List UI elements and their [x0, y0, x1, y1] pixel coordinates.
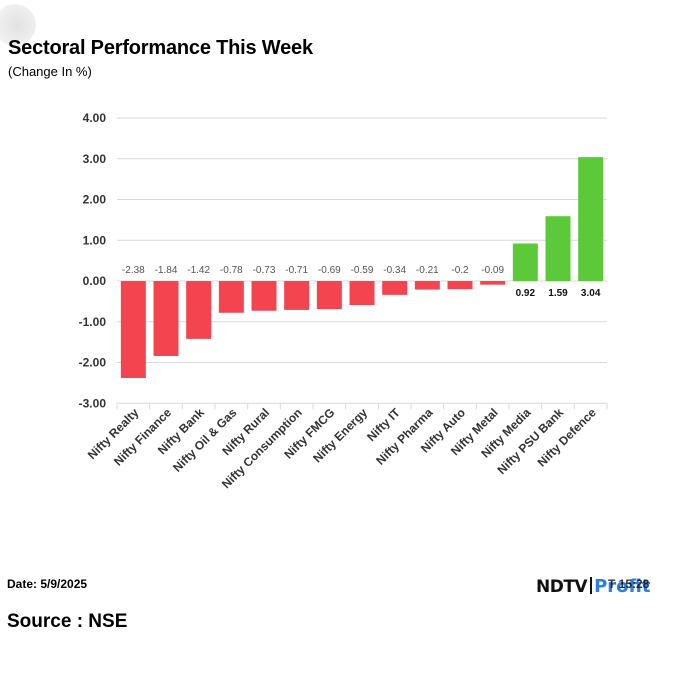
- bar-chart: 4.00 3.00 2.00 1.00 0.00 -1.00 -2.00 -3.00 -2.38…: [79, 111, 608, 491]
- chart-title: Sectoral Performance This Week: [8, 37, 313, 59]
- bar: [578, 157, 604, 281]
- data-label: -0.34: [383, 265, 406, 276]
- bar: [251, 281, 277, 311]
- y-tick-label: 3.00: [83, 152, 107, 166]
- data-label: 0.92: [516, 288, 536, 299]
- y-tick-label: 0.00: [83, 274, 107, 288]
- data-label: -0.09: [481, 265, 504, 276]
- data-label: -1.42: [187, 265, 210, 276]
- bar: [414, 281, 440, 290]
- logo-ndtv-text: NDTV: [536, 577, 588, 597]
- data-label: -0.59: [351, 265, 374, 276]
- bar: [120, 281, 146, 378]
- bar: [382, 281, 408, 295]
- x-category-label: Nifty Defence: [535, 405, 599, 469]
- ndtv-profit-logo: NDTV Profit T 15:28: [536, 576, 650, 598]
- y-tick-label: -3.00: [79, 396, 107, 410]
- chart-subtitle: (Change In %): [8, 64, 92, 79]
- logo-divider: [590, 577, 593, 594]
- data-label: -0.69: [318, 265, 341, 276]
- bar: [349, 281, 375, 306]
- y-tick-label: 4.00: [83, 111, 107, 125]
- y-tick-label: -2.00: [79, 356, 107, 370]
- data-label: 3.04: [581, 288, 601, 299]
- data-label: -0.78: [220, 265, 243, 276]
- data-label: -0.73: [253, 265, 276, 276]
- data-label: -2.38: [122, 265, 145, 276]
- date-label: Date: 5/9/2025: [7, 577, 88, 591]
- bar: [512, 243, 538, 281]
- bar: [480, 281, 506, 285]
- bar: [284, 281, 310, 310]
- bar: [447, 281, 473, 290]
- y-tick-label: 2.00: [83, 193, 107, 207]
- corner-decoration: [0, 4, 36, 46]
- data-label: -0.2: [451, 265, 469, 276]
- bar: [218, 281, 244, 313]
- bar: [316, 281, 342, 310]
- data-label: -0.71: [285, 265, 308, 276]
- data-label: -0.21: [416, 265, 439, 276]
- data-label: -1.84: [155, 265, 178, 276]
- bar: [186, 281, 212, 339]
- data-label: 1.59: [548, 288, 568, 299]
- bar: [153, 281, 179, 356]
- logo-overlap-text: T 15:28: [608, 577, 650, 591]
- bar: [545, 216, 571, 281]
- logo-profit-text: Profit: [594, 576, 651, 597]
- source-label: Source : NSE: [7, 611, 128, 632]
- y-tick-label: -1.00: [79, 315, 107, 329]
- y-tick-label: 1.00: [83, 233, 107, 247]
